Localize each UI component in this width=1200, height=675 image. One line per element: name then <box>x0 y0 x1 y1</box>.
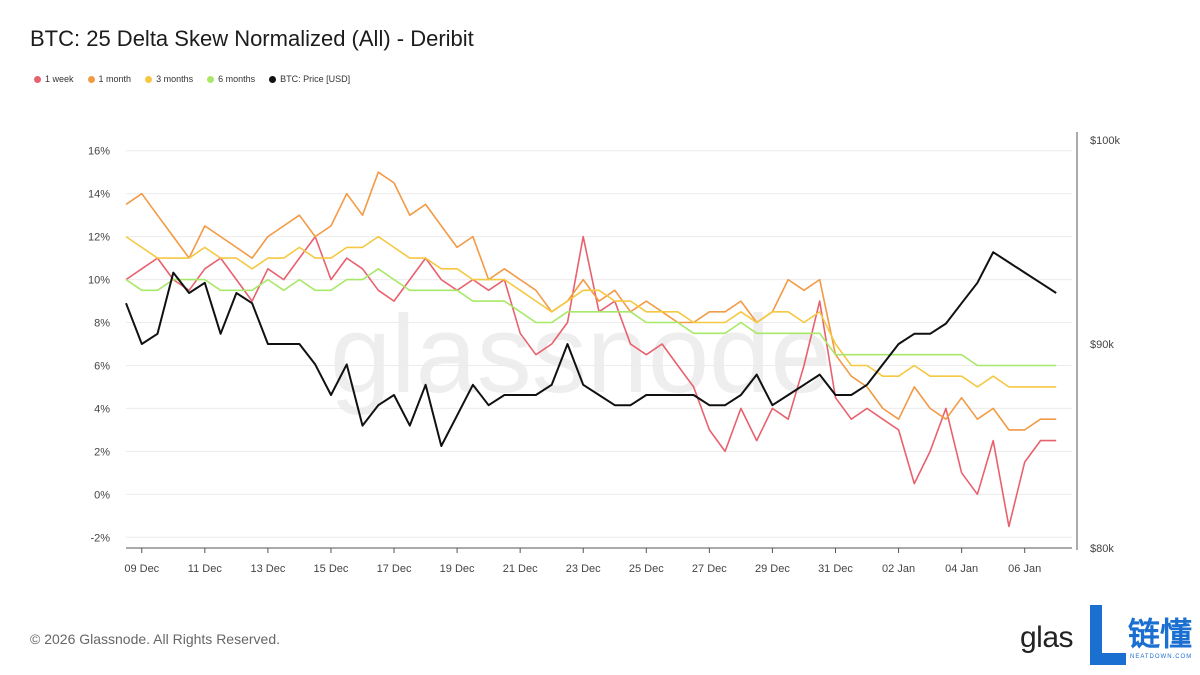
x-tick-label: 13 Dec <box>250 563 285 575</box>
series-line-1-week <box>125 235 1057 528</box>
x-tick-label: 02 Jan <box>882 563 915 575</box>
legend-dot-icon <box>207 75 215 83</box>
brand-logo: glas 链懂 NEATDOWN.COM <box>1020 605 1195 665</box>
series-line-3-months <box>125 235 1057 388</box>
logo-text: glas <box>1020 621 1074 654</box>
y-tick-label: 2% <box>94 446 110 458</box>
x-tick-label: 19 Dec <box>440 563 475 575</box>
chart-svg: glassnode -2% 0% 2% 4% 6% 8% 10% 12% 14% 16% $80k $… <box>88 132 1120 575</box>
x-tick-label: 27 Dec <box>692 563 727 575</box>
legend-label: BTC: Price [USD] <box>280 74 351 84</box>
x-tick-label: 11 Dec <box>188 563 223 575</box>
logo-chinese-text: 链懂 <box>1128 615 1193 653</box>
legend-label: 3 months <box>156 74 194 84</box>
x-tick-label: 21 Dec <box>503 563 538 575</box>
y-tick-label: 4% <box>94 403 110 415</box>
y2-tick-label: $80k <box>1090 543 1114 555</box>
y-tick-label: 14% <box>88 189 110 201</box>
legend-label: 1 month <box>98 74 132 84</box>
legend-item[interactable]: 3 months <box>145 74 193 84</box>
series-line-btc-price-usd <box>125 251 1057 447</box>
logo-l-icon <box>1090 605 1126 665</box>
y-tick-label: 16% <box>88 146 110 158</box>
x-tick-label: 15 Dec <box>314 563 349 575</box>
y-tick-label: 0% <box>94 489 110 501</box>
legend-dot-icon <box>87 75 95 83</box>
y-tick-label: -2% <box>90 532 110 544</box>
legend-dot-icon <box>34 75 41 83</box>
series-line-6-months <box>125 267 1057 367</box>
y-tick-label: 12% <box>88 232 110 244</box>
x-tick-label: 06 Jan <box>1008 563 1041 575</box>
y-tick-label: 8% <box>94 318 110 330</box>
legend-item[interactable]: 1 week <box>34 74 74 84</box>
x-tick-label: 09 Dec <box>124 563 159 575</box>
legend-dot-icon <box>145 75 153 83</box>
legend-item[interactable]: 1 month <box>87 74 132 84</box>
y-tick-label: 6% <box>94 360 110 372</box>
legend-item[interactable]: 6 months <box>207 74 255 84</box>
legend: 1 week 1 month 3 months 6 months BTC: Price … <box>34 74 350 84</box>
x-tick-label: 17 Dec <box>377 563 412 575</box>
y2-tick-label: $90k <box>1090 339 1114 351</box>
y-tick-label: 10% <box>88 275 110 287</box>
x-tick-label: 31 Dec <box>818 563 853 575</box>
x-tick-label: 25 Dec <box>629 563 664 575</box>
x-tick-label: 04 Jan <box>945 563 978 575</box>
chart-title: BTC: 25 Delta Skew Normalized (All) - De… <box>30 26 474 51</box>
copyright-footer: © 2026 Glassnode. All Rights Reserved. <box>30 631 281 647</box>
legend-label: 6 months <box>218 74 256 84</box>
watermark: glassnode <box>330 293 832 416</box>
logo-subtext: NEATDOWN.COM <box>1130 654 1193 660</box>
legend-dot-icon <box>269 75 277 83</box>
x-tick-label: 29 Dec <box>755 563 790 575</box>
x-tick-label: 23 Dec <box>566 563 601 575</box>
legend-label: 1 week <box>45 74 74 84</box>
y2-tick-label: $100k <box>1090 135 1120 147</box>
legend-item[interactable]: BTC: Price [USD] <box>269 74 350 84</box>
